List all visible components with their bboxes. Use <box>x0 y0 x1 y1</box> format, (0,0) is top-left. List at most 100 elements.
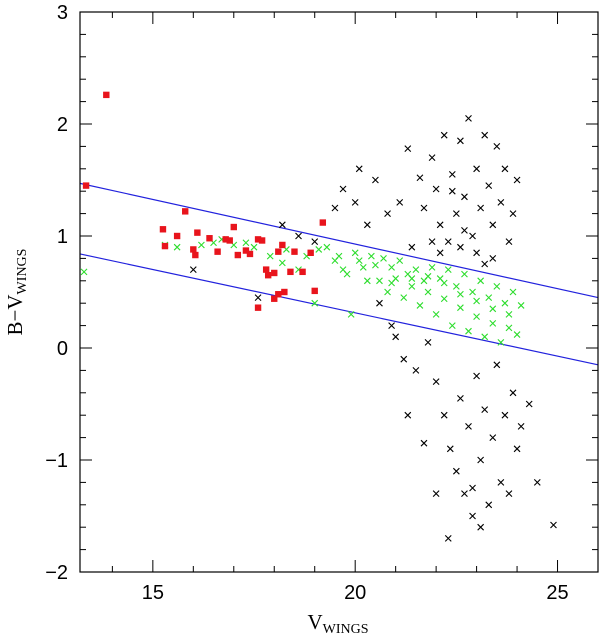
green-cross-point <box>396 257 404 265</box>
red-square-point <box>281 288 288 296</box>
black-cross-point <box>493 361 501 369</box>
green-cross-point <box>408 275 416 282</box>
red-square-point <box>234 251 242 259</box>
green-cross-point <box>363 277 371 285</box>
green-cross-point <box>440 279 448 287</box>
green-cross-point <box>428 263 436 271</box>
green-cross-point <box>513 331 521 338</box>
red-square-point <box>258 237 266 244</box>
black-cross-point <box>432 185 440 193</box>
black-cross-point <box>408 243 416 251</box>
black-cross-point <box>457 395 464 402</box>
black-cross-point <box>465 423 472 430</box>
green-cross-point <box>448 322 456 329</box>
black-cross-point <box>254 294 262 301</box>
green-cross-point <box>355 257 363 265</box>
red-square-point <box>271 269 278 277</box>
black-cross-point <box>452 210 460 217</box>
red-square-point <box>279 241 286 249</box>
fit-lines <box>79 182 599 366</box>
black-cross-point <box>388 322 395 329</box>
black-cross-point <box>446 445 454 453</box>
green-cross-point <box>388 263 395 271</box>
black-cross-point <box>509 210 517 217</box>
black-cross-point <box>416 174 424 182</box>
red-square-point <box>254 304 262 311</box>
green-cross-point <box>457 304 464 312</box>
black-cross-point <box>363 221 371 229</box>
green-cross-point <box>469 288 476 296</box>
black-cross-point <box>473 372 480 380</box>
black-cross-point <box>550 521 557 529</box>
black-cross-point <box>444 535 452 542</box>
black-cross-point <box>501 165 509 173</box>
red-square-point <box>287 268 294 276</box>
black-cross-point <box>428 154 436 161</box>
green-cross-point <box>424 288 432 296</box>
black-cross-point <box>461 490 468 497</box>
red-square-point <box>254 236 262 243</box>
red-square-point <box>161 242 169 250</box>
black-cross-point <box>477 204 485 212</box>
y-tick-label: 1 <box>57 226 68 248</box>
black-cross-point <box>452 467 460 475</box>
black-cross-point <box>432 490 440 497</box>
green-cross-point <box>509 288 517 296</box>
green-cross-point <box>489 319 497 327</box>
black-cross-point <box>331 204 339 212</box>
axis-tick-labels: 15 20 25 −2 −1 0 1 2 3 <box>45 2 568 604</box>
x-tick-label: 25 <box>546 582 568 604</box>
red-square-point <box>291 248 298 255</box>
green-cross-point <box>250 243 258 251</box>
green-cross-point <box>278 259 286 267</box>
red-square-point <box>159 226 167 233</box>
black-cross-point <box>461 193 468 201</box>
black-cross-point <box>465 115 472 122</box>
fit-line <box>79 182 599 299</box>
red-square-point <box>103 91 110 99</box>
black-cross-point <box>505 238 513 245</box>
black-cross-point <box>392 333 400 341</box>
y-tick-label: −1 <box>45 450 68 472</box>
green-cross-point <box>408 283 416 290</box>
red-square-point <box>206 235 213 242</box>
green-cross-point <box>266 252 274 260</box>
black-cross-point <box>489 434 497 441</box>
black-cross-point <box>420 439 428 447</box>
green-cross-point <box>493 283 501 290</box>
green-cross-point <box>452 283 460 290</box>
red-square-point <box>264 272 272 279</box>
green-cross-point <box>517 302 525 309</box>
black-cross-point <box>533 479 541 486</box>
black-cross-point <box>372 176 379 184</box>
green-cross-point <box>465 327 472 335</box>
green-cross-point <box>323 243 331 251</box>
red-square-point <box>299 268 306 276</box>
green-cross-point <box>315 246 323 253</box>
black-cross-point <box>473 165 480 173</box>
green-cross-point <box>384 288 391 296</box>
green-cross-point <box>376 277 383 285</box>
black-cross-point <box>489 221 497 229</box>
black-cross-point <box>457 137 464 145</box>
red-square-point <box>319 219 327 226</box>
red-square-point <box>192 251 199 259</box>
green-cross-point <box>473 313 480 321</box>
black-cross-point <box>339 185 347 193</box>
red-square-point <box>246 250 254 258</box>
black-cross-point <box>404 411 412 419</box>
axis-ticks <box>80 11 599 573</box>
black-cross-point <box>404 145 412 153</box>
black-cross-point <box>448 171 456 178</box>
red-square-point <box>242 247 250 254</box>
green-cross-point <box>432 311 440 318</box>
green-cross-point <box>351 249 359 257</box>
green-cross-point <box>242 239 250 247</box>
red-square-point <box>275 248 282 255</box>
y-tick-label: 2 <box>57 114 68 136</box>
red-square-point <box>190 246 197 253</box>
black-cross-point <box>448 187 456 195</box>
green-cross-point <box>416 302 424 309</box>
black-cross-point <box>481 131 489 139</box>
